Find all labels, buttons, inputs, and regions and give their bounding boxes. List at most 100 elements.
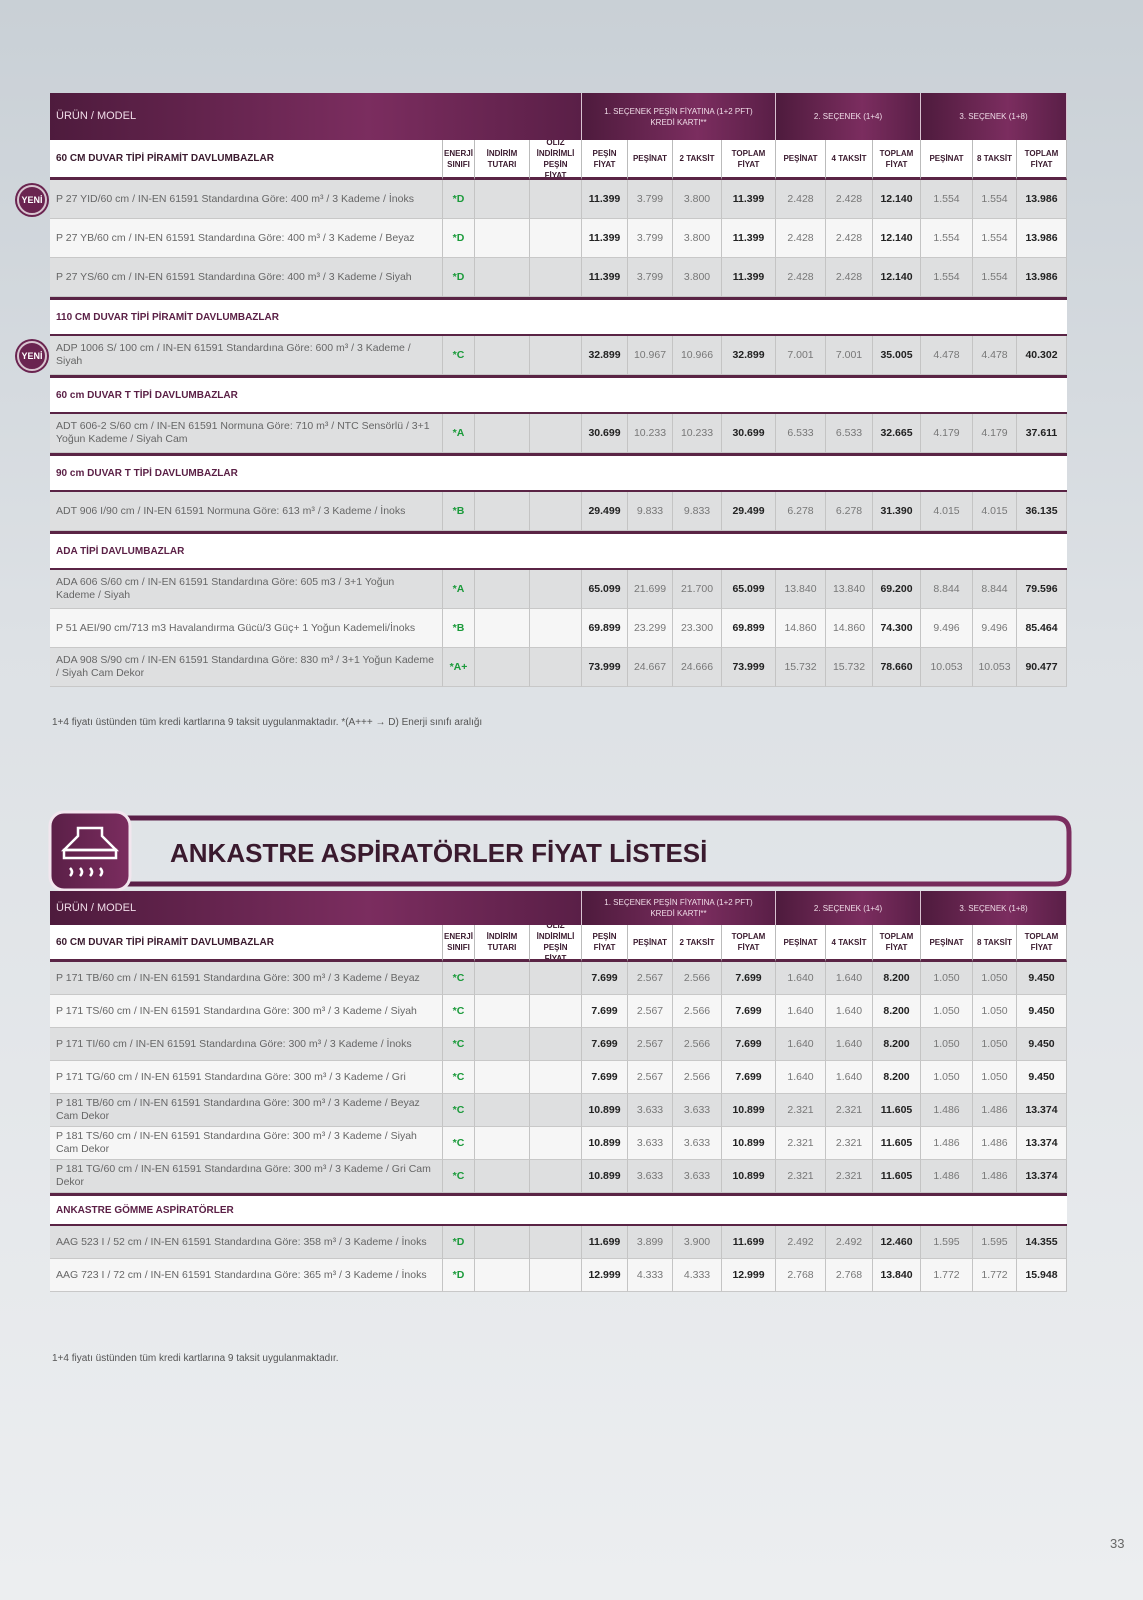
price: 65.099	[722, 570, 776, 609]
column-header: ÖLİZ İNDİRİMLİ PEŞİN FİYAT	[530, 140, 582, 180]
column-header: PEŞİNAT	[921, 140, 973, 180]
price: 2.567	[628, 995, 673, 1028]
empty-cell	[475, 336, 530, 375]
empty-cell	[530, 995, 582, 1028]
energy-class: *C	[443, 1028, 475, 1061]
model-name: P 27 YB/60 cm / IN-EN 61591 Standardına …	[50, 219, 443, 258]
price: 1.486	[973, 1094, 1017, 1127]
price: 2.428	[776, 258, 826, 297]
column-header: TOPLAM FİYAT	[1017, 140, 1067, 180]
price: 3.633	[628, 1160, 673, 1193]
model-name: ADT 906 I/90 cm / IN-EN 61591 Normuna Gö…	[50, 492, 443, 531]
price: 1.050	[921, 995, 973, 1028]
price: 7.699	[722, 1028, 776, 1061]
model-name: P 171 TI/60 cm / IN-EN 61591 Standardına…	[50, 1028, 443, 1061]
price: 2.566	[673, 995, 722, 1028]
price: 10.233	[628, 414, 673, 453]
column-header: ENERJİ SINIFI	[443, 140, 475, 180]
price: 1.772	[921, 1259, 973, 1292]
energy-class: *C	[443, 1160, 475, 1193]
section-title: 60 cm DUVAR T TİPİ DAVLUMBAZLAR	[50, 375, 1067, 414]
price: 7.699	[722, 1061, 776, 1094]
price: 3.800	[673, 180, 722, 219]
price: 3.799	[628, 180, 673, 219]
price: 11.399	[722, 180, 776, 219]
price: 11.399	[722, 219, 776, 258]
empty-cell	[475, 180, 530, 219]
energy-class: *A	[443, 414, 475, 453]
price: 2.567	[628, 962, 673, 995]
column-header: TOPLAM FİYAT	[722, 140, 776, 180]
price: 7.001	[826, 336, 873, 375]
price: 29.499	[582, 492, 628, 531]
price: 4.015	[973, 492, 1017, 531]
column-header: TOPLAM FİYAT	[873, 140, 921, 180]
section-title: ANKASTRE GÖMME ASPİRATÖRLER	[50, 1193, 1067, 1226]
price: 2.768	[826, 1259, 873, 1292]
price: 4.015	[921, 492, 973, 531]
column-header: 2 TAKSİT	[673, 140, 722, 180]
price: 35.005	[873, 336, 921, 375]
price: 1.486	[921, 1094, 973, 1127]
price: 10.899	[582, 1160, 628, 1193]
model-name: P 171 TG/60 cm / IN-EN 61591 Standardına…	[50, 1061, 443, 1094]
price: 7.699	[582, 1061, 628, 1094]
price: 10.966	[673, 336, 722, 375]
price: 10.899	[722, 1094, 776, 1127]
empty-cell	[475, 1094, 530, 1127]
price: 1.050	[973, 1061, 1017, 1094]
energy-class: *D	[443, 1226, 475, 1259]
empty-cell	[475, 1061, 530, 1094]
page-number: 33	[1110, 1536, 1125, 1551]
price: 13.840	[826, 570, 873, 609]
price: 74.300	[873, 609, 921, 648]
column-header: İNDİRİM TUTARI	[475, 925, 530, 962]
price: 8.844	[921, 570, 973, 609]
price: 3.633	[673, 1094, 722, 1127]
energy-class: *D	[443, 219, 475, 258]
empty-cell	[530, 648, 582, 687]
price: 6.533	[776, 414, 826, 453]
price: 12.460	[873, 1226, 921, 1259]
price: 24.667	[628, 648, 673, 687]
empty-cell	[530, 258, 582, 297]
price: 11.399	[722, 258, 776, 297]
model-name: ADP 1006 S/ 100 cm / IN-EN 61591 Standar…	[50, 336, 443, 375]
empty-cell	[475, 414, 530, 453]
price: 1.595	[973, 1226, 1017, 1259]
price: 2.428	[776, 180, 826, 219]
price: 11.399	[582, 219, 628, 258]
price: 90.477	[1017, 648, 1067, 687]
empty-cell	[530, 336, 582, 375]
price: 2.321	[776, 1127, 826, 1160]
price: 7.699	[582, 1028, 628, 1061]
price: 1.640	[776, 995, 826, 1028]
price: 69.899	[722, 609, 776, 648]
price: 1.050	[973, 962, 1017, 995]
energy-class: *C	[443, 1127, 475, 1160]
price: 9.496	[973, 609, 1017, 648]
price: 1.486	[921, 1127, 973, 1160]
energy-class: *A	[443, 570, 475, 609]
price: 1.640	[826, 962, 873, 995]
price: 11.699	[722, 1226, 776, 1259]
column-header: PEŞİNAT	[628, 925, 673, 962]
price: 1.640	[826, 995, 873, 1028]
empty-cell	[475, 492, 530, 531]
price: 9.450	[1017, 962, 1067, 995]
price: 8.200	[873, 1061, 921, 1094]
price: 9.450	[1017, 995, 1067, 1028]
price: 12.140	[873, 219, 921, 258]
new-badge: YENİ	[17, 340, 47, 371]
footnote: 1+4 fiyatı üstünden tüm kredi kartlarına…	[52, 717, 483, 728]
new-badge: YENİ	[17, 184, 47, 215]
price: 11.399	[582, 258, 628, 297]
price: 13.840	[776, 570, 826, 609]
column-header: 4 TAKSİT	[826, 925, 873, 962]
header-option: 2. SEÇENEK (1+4)	[776, 93, 921, 140]
column-header: TOPLAM FİYAT	[722, 925, 776, 962]
energy-class: *A+	[443, 648, 475, 687]
empty-cell	[530, 414, 582, 453]
energy-class: *C	[443, 1094, 475, 1127]
price: 4.179	[973, 414, 1017, 453]
